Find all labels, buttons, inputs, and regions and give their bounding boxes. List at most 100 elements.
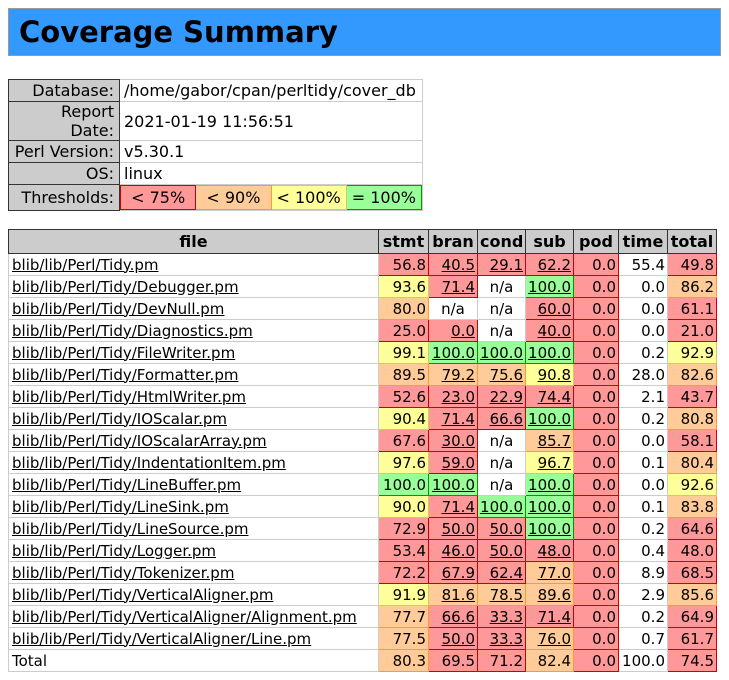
file-cell: blib/lib/Perl/Tidy/DevNull.pm [8, 297, 379, 320]
file-link[interactable]: blib/lib/Perl/Tidy/HtmlWriter.pm [12, 387, 247, 406]
sub-link[interactable]: 71.4 [537, 607, 571, 626]
pod-cell: 0.0 [573, 627, 619, 650]
file-cell: blib/lib/Perl/Tidy/HtmlWriter.pm [8, 385, 379, 408]
sub-link[interactable]: 77.0 [537, 563, 571, 582]
sub-link[interactable]: 100.0 [528, 475, 571, 494]
file-cell: blib/lib/Perl/Tidy/IOScalarArray.pm [8, 429, 379, 452]
file-link[interactable]: blib/lib/Perl/Tidy/Diagnostics.pm [12, 321, 253, 340]
cond-cell: n/a [477, 297, 526, 320]
sub-link[interactable]: 89.6 [537, 585, 571, 604]
sub-link[interactable]: 76.0 [537, 629, 571, 648]
file-cell: blib/lib/Perl/Tidy/VerticalAligner.pm [8, 583, 379, 606]
bran-link[interactable]: 71.4 [441, 497, 475, 516]
stmt-cell: 56.8 [378, 253, 429, 276]
col-header-pod: pod [573, 229, 619, 254]
time-cell: 0.0 [618, 275, 668, 298]
file-link[interactable]: blib/lib/Perl/Tidy/FileWriter.pm [12, 343, 236, 362]
bran-link[interactable]: 66.6 [441, 607, 475, 626]
cond-link[interactable]: 100.0 [480, 343, 523, 362]
sub-cell: 48.0 [525, 539, 574, 562]
sub-link[interactable]: 40.0 [537, 321, 571, 340]
bran-cell: 40.5 [428, 253, 478, 276]
stmt-cell: 97.6 [378, 451, 429, 474]
sub-cell: 100.0 [525, 495, 574, 518]
sub-link[interactable]: 96.7 [537, 453, 571, 472]
sub-cell: 60.0 [525, 297, 574, 320]
bran-link[interactable]: 0.0 [451, 321, 475, 340]
cond-link[interactable]: 75.6 [489, 365, 523, 384]
bran-link[interactable]: 50.0 [441, 629, 475, 648]
bran-link[interactable]: 79.2 [441, 365, 475, 384]
file-link[interactable]: blib/lib/Perl/Tidy/VerticalAligner/Align… [12, 607, 357, 626]
cond-link[interactable]: 22.9 [489, 387, 523, 406]
bran-link[interactable]: 30.0 [441, 431, 475, 450]
total-cell: 82.6 [667, 363, 717, 386]
cond-link[interactable]: 33.3 [489, 607, 523, 626]
total-cell: 61.7 [667, 627, 717, 650]
sub-link[interactable]: 85.7 [537, 431, 571, 450]
bran-cell: 67.9 [428, 561, 478, 584]
sub-link[interactable]: 100.0 [528, 343, 571, 362]
cond-cell: 71.2 [477, 649, 526, 672]
sub-cell: 62.2 [525, 253, 574, 276]
cond-link[interactable]: 78.5 [489, 585, 523, 604]
bran-cell: n/a [428, 297, 478, 320]
file-link[interactable]: blib/lib/Perl/Tidy/LineSource.pm [12, 519, 249, 538]
file-link[interactable]: blib/lib/Perl/Tidy/IndentationItem.pm [12, 453, 286, 472]
file-link[interactable]: blib/lib/Perl/Tidy/LineBuffer.pm [12, 475, 242, 494]
sub-link[interactable]: 90.8 [537, 365, 571, 384]
thresholds-label: Thresholds: [8, 184, 120, 211]
col-header-bran: bran [428, 229, 478, 254]
pod-cell: 0.0 [573, 385, 619, 408]
cond-cell: 33.3 [477, 627, 526, 650]
file-link[interactable]: blib/lib/Perl/Tidy/VerticalAligner.pm [12, 585, 274, 604]
bran-link[interactable]: 71.4 [441, 277, 475, 296]
info-row: Database:/home/gabor/cpan/perltidy/cover… [8, 79, 423, 102]
sub-link[interactable]: 100.0 [528, 277, 571, 296]
time-cell: 0.7 [618, 627, 668, 650]
file-link[interactable]: blib/lib/Perl/Tidy/LineSink.pm [12, 497, 229, 516]
file-link[interactable]: blib/lib/Perl/Tidy/DevNull.pm [12, 299, 225, 318]
cond-link[interactable]: 50.0 [489, 541, 523, 560]
cond-link[interactable]: 50.0 [489, 519, 523, 538]
bran-link[interactable]: 67.9 [441, 563, 475, 582]
cond-link[interactable]: 100.0 [480, 497, 523, 516]
cond-cell: 100.0 [477, 495, 526, 518]
file-cell: blib/lib/Perl/Tidy/Debugger.pm [8, 275, 379, 298]
bran-link[interactable]: 100.0 [432, 475, 475, 494]
bran-link[interactable]: 40.5 [441, 255, 475, 274]
sub-link[interactable]: 74.4 [537, 387, 571, 406]
bran-link[interactable]: 71.4 [441, 409, 475, 428]
file-link[interactable]: blib/lib/Perl/Tidy/VerticalAligner/Line.… [12, 629, 312, 648]
file-link[interactable]: blib/lib/Perl/Tidy/Debugger.pm [12, 277, 239, 296]
coverage-table: file stmt bran cond sub pod time total blib/lib… [8, 229, 717, 672]
file-link[interactable]: blib/lib/Perl/Tidy/Tokenizer.pm [12, 563, 235, 582]
file-link[interactable]: blib/lib/Perl/Tidy/IOScalarArray.pm [12, 431, 267, 450]
sub-link[interactable]: 48.0 [537, 541, 571, 560]
cond-link[interactable]: 62.4 [489, 563, 523, 582]
bran-link[interactable]: 50.0 [441, 519, 475, 538]
bran-link[interactable]: 23.0 [441, 387, 475, 406]
file-link[interactable]: blib/lib/Perl/Tidy/Formatter.pm [12, 365, 239, 384]
sub-link[interactable]: 100.0 [528, 497, 571, 516]
bran-link[interactable]: 81.6 [441, 585, 475, 604]
cond-link[interactable]: 33.3 [489, 629, 523, 648]
time-cell: 0.2 [618, 517, 668, 540]
bran-link[interactable]: 59.0 [441, 453, 475, 472]
cond-link[interactable]: 29.1 [489, 255, 523, 274]
info-row: Report Date: 2021-01-19 11:56:51 [8, 101, 423, 141]
bran-link[interactable]: 46.0 [441, 541, 475, 560]
table-row: blib/lib/Perl/Tidy/VerticalAligner.pm 91.… [8, 583, 717, 606]
stmt-cell: 93.6 [378, 275, 429, 298]
file-link[interactable]: blib/lib/Perl/Tidy/Logger.pm [12, 541, 217, 560]
file-link[interactable]: blib/lib/Perl/Tidy/IOScalar.pm [12, 409, 228, 428]
bran-link[interactable]: 100.0 [432, 343, 475, 362]
file-link[interactable]: blib/lib/Perl/Tidy.pm [12, 255, 159, 274]
sub-link[interactable]: 62.2 [537, 255, 571, 274]
sub-link[interactable]: 60.0 [537, 299, 571, 318]
sub-link[interactable]: 100.0 [528, 409, 571, 428]
sub-link[interactable]: 100.0 [528, 519, 571, 538]
cond-link[interactable]: 66.6 [489, 409, 523, 428]
file-cell: blib/lib/Perl/Tidy/Logger.pm [8, 539, 379, 562]
col-header-sub: sub [525, 229, 574, 254]
